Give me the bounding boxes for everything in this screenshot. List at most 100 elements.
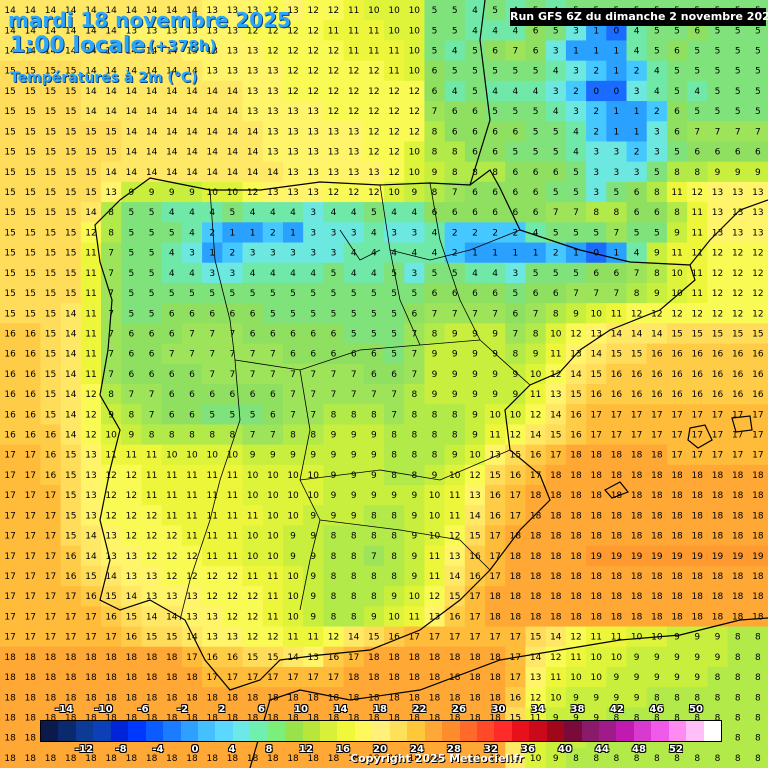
legend-tick-label: 2 xyxy=(218,704,226,715)
temperature-value: 9 xyxy=(593,693,599,703)
temperature-value: 5 xyxy=(755,67,761,77)
temperature-value: 18 xyxy=(570,511,582,521)
temperature-value: 4 xyxy=(169,269,175,279)
temperature-value: 9 xyxy=(310,451,316,461)
temperature-value: 5 xyxy=(331,289,337,299)
temperature-value: 14 xyxy=(267,168,279,178)
temperature-value: 5 xyxy=(533,107,539,117)
legend-swatch xyxy=(651,721,669,741)
temperature-value: 13 xyxy=(186,612,197,622)
temperature-value: 18 xyxy=(590,491,602,501)
temperature-value: 14 xyxy=(348,633,360,643)
temperature-cell xyxy=(101,222,122,244)
temperature-value: 14 xyxy=(126,107,138,117)
temperature-value: 15 xyxy=(105,148,116,158)
temperature-value: 13 xyxy=(570,350,581,360)
temperature-cell xyxy=(141,181,163,203)
temperature-value: 18 xyxy=(651,612,663,622)
temperature-cell xyxy=(384,40,405,62)
temperature-value: 12 xyxy=(388,168,399,178)
temperature-cell xyxy=(262,161,284,183)
temperature-value: 10 xyxy=(631,633,643,643)
temperature-value: 13 xyxy=(489,451,500,461)
temperature-cell xyxy=(323,242,345,264)
temperature-value: 17 xyxy=(308,673,319,683)
temperature-value: 18 xyxy=(166,653,178,663)
legend-tick-label: 52 xyxy=(669,744,683,755)
temperature-cell xyxy=(505,282,527,304)
temperature-value: 3 xyxy=(593,148,599,158)
legend-swatch xyxy=(215,721,233,741)
temperature-cell xyxy=(525,80,547,102)
temperature-value: 15 xyxy=(45,168,56,178)
temperature-value: 6 xyxy=(149,329,155,339)
temperature-value: 18 xyxy=(692,572,704,582)
temperature-cell xyxy=(40,60,62,82)
temperature-value: 18 xyxy=(590,612,602,622)
temperature-value: 18 xyxy=(308,693,320,703)
temperature-cell xyxy=(606,181,628,203)
temperature-value: 16 xyxy=(712,350,724,360)
temperature-value: 1 xyxy=(250,228,256,238)
temperature-value: 13 xyxy=(206,633,217,643)
temperature-value: 18 xyxy=(449,653,461,663)
temperature-value: 0 xyxy=(614,87,620,97)
temperature-value: 6 xyxy=(270,390,276,400)
temperature-cell xyxy=(444,242,466,264)
temperature-value: 12 xyxy=(631,309,642,319)
temperature-cell xyxy=(343,141,365,163)
temperature-value: 5 xyxy=(270,309,276,319)
temperature-value: 15 xyxy=(712,329,723,339)
temperature-cell xyxy=(363,141,385,163)
temperature-cell xyxy=(464,181,486,203)
temperature-value: 18 xyxy=(671,572,683,582)
temperature-value: 5 xyxy=(674,67,680,77)
temperature-value: 16 xyxy=(4,329,16,339)
temperature-value: 11 xyxy=(692,249,703,259)
temperature-value: 13 xyxy=(712,188,723,198)
temperature-cell xyxy=(202,40,223,62)
temperature-cell xyxy=(323,0,345,21)
temperature-value: 9 xyxy=(351,491,357,501)
temperature-value: 7 xyxy=(149,390,155,400)
temperature-cell xyxy=(424,181,446,203)
legend-swatch xyxy=(128,721,146,741)
temperature-value: 18 xyxy=(712,511,724,521)
temperature-value: 18 xyxy=(692,471,704,481)
temperature-value: 18 xyxy=(126,653,138,663)
temperature-value: 8 xyxy=(432,410,438,420)
temperature-value: 7 xyxy=(290,410,296,420)
temperature-value: 9 xyxy=(452,350,458,360)
temperature-cell xyxy=(727,282,749,304)
temperature-value: 18 xyxy=(186,754,198,764)
temperature-value: 18 xyxy=(206,754,218,764)
temperature-cell xyxy=(303,101,324,122)
temperature-cell xyxy=(0,121,21,143)
temperature-value: 6 xyxy=(755,148,761,158)
temperature-value: 18 xyxy=(449,693,461,703)
temperature-value: 5 xyxy=(492,6,498,16)
temperature-value: 12 xyxy=(348,87,359,97)
temperature-cell xyxy=(141,80,163,102)
temperature-cell xyxy=(60,262,82,284)
legend-swatch xyxy=(267,721,286,741)
temperature-value: 11 xyxy=(550,350,561,360)
temperature-value: 18 xyxy=(692,491,704,501)
temperature-value: 5 xyxy=(230,289,236,299)
temperature-value: 7 xyxy=(108,249,114,259)
temperature-value: 13 xyxy=(287,188,298,198)
temperature-value: 13 xyxy=(105,552,116,562)
temperature-value: 17 xyxy=(712,451,723,461)
temperature-value: 6 xyxy=(492,127,498,137)
temperature-value: 5 xyxy=(634,228,640,238)
temperature-value: 12 xyxy=(752,309,763,319)
temperature-value: 18 xyxy=(651,511,663,521)
temperature-value: 18 xyxy=(550,532,562,542)
legend-tick-label: 40 xyxy=(558,744,572,755)
temperature-value: 4 xyxy=(472,6,478,16)
temperature-value: 12 xyxy=(247,592,258,602)
temperature-value: 5 xyxy=(230,410,236,420)
temperature-value: 17 xyxy=(45,612,56,622)
temperature-value: 2 xyxy=(634,67,640,77)
temperature-cell xyxy=(545,80,567,102)
